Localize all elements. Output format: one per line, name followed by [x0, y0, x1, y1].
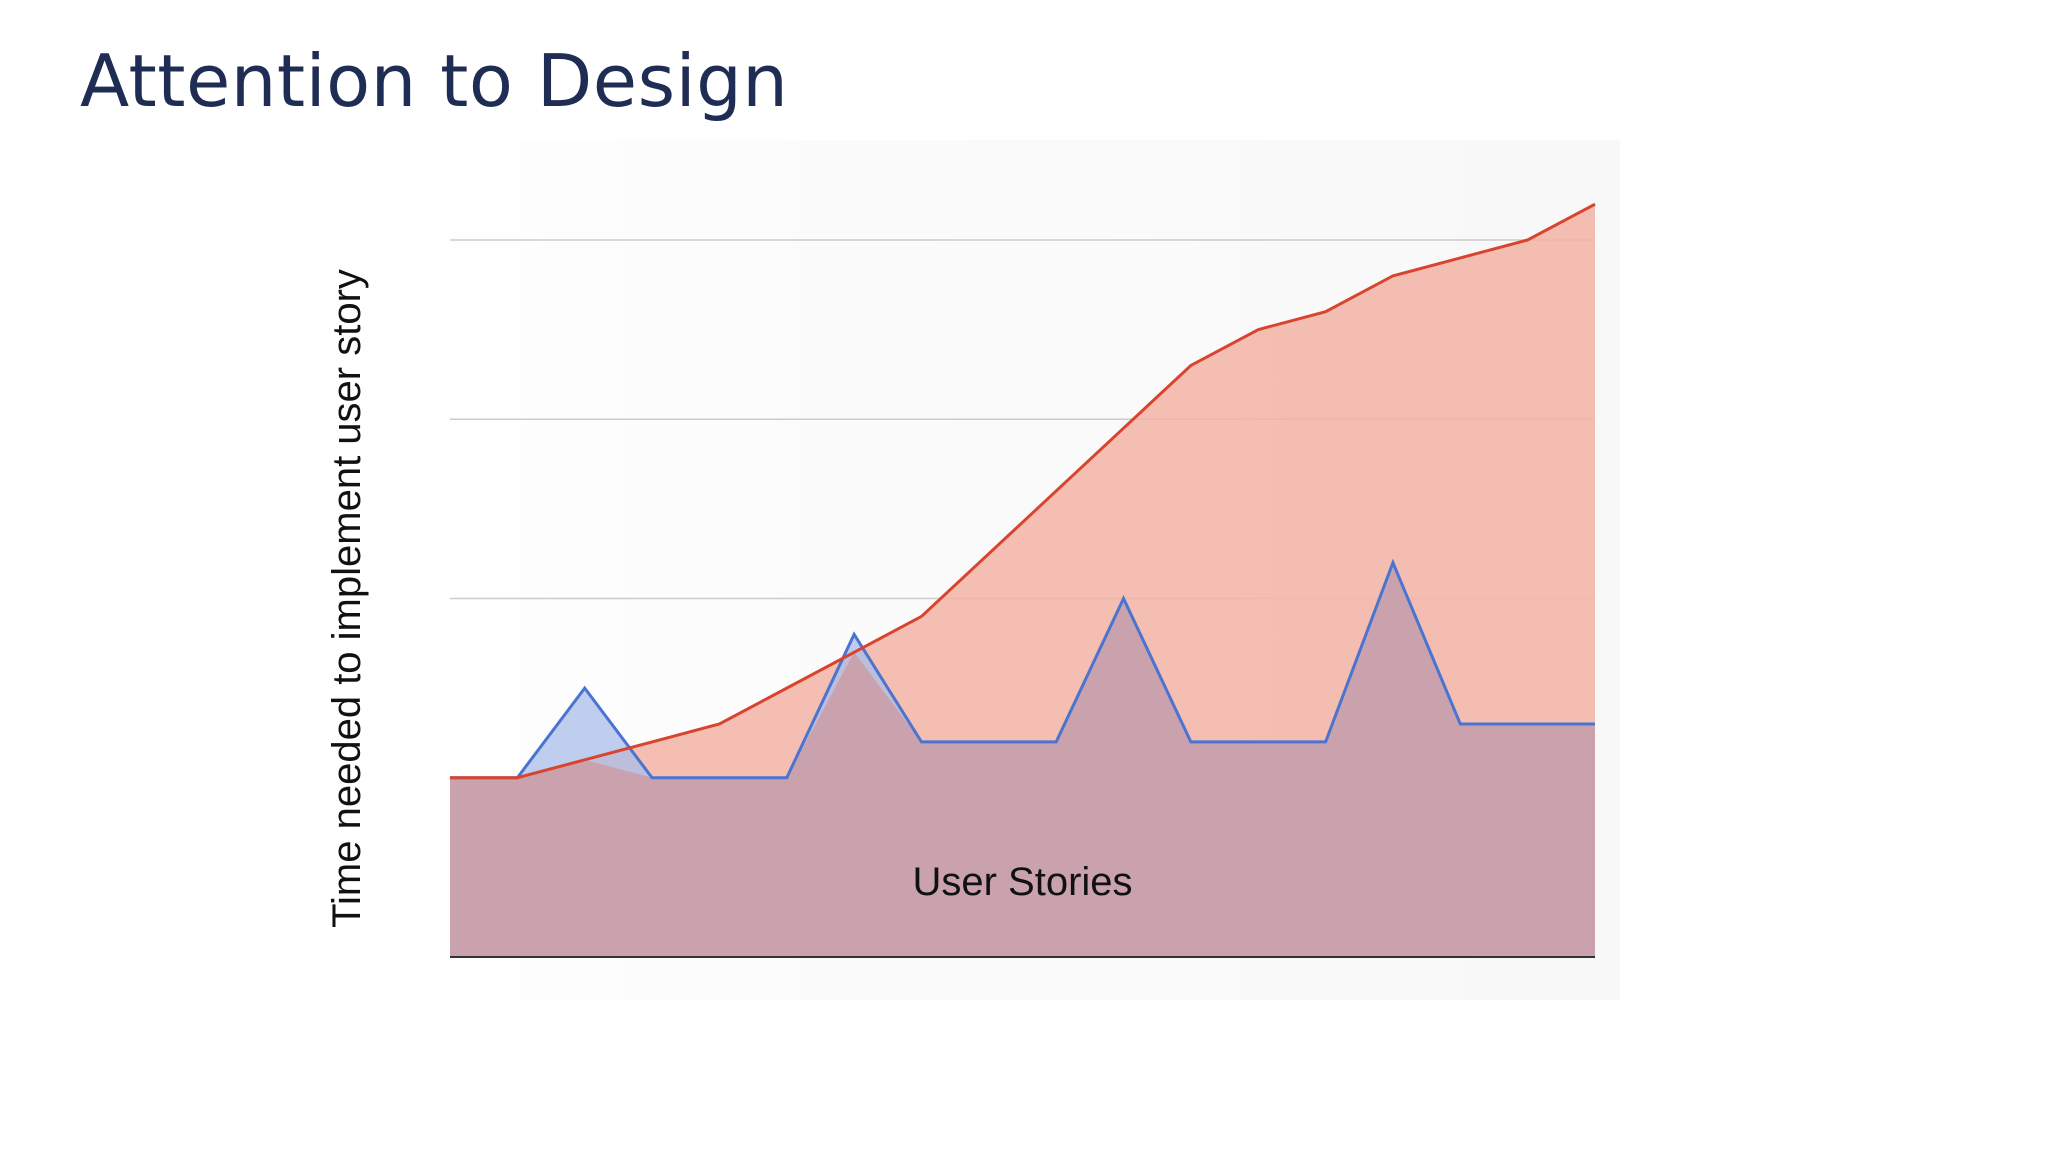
series-areas	[450, 204, 1595, 957]
x-axis-label: User Stories	[912, 860, 1132, 904]
area-chart: no designgood design User Stories Time n…	[325, 202, 1596, 958]
line-good-design	[450, 558, 1595, 780]
chart-panel: no designgood design User Stories Time n…	[320, 140, 1620, 1000]
slide-title: Attention to Design	[80, 39, 789, 123]
area-overlap	[450, 562, 1595, 957]
line-no-design	[450, 202, 1596, 780]
series-lines	[450, 202, 1596, 780]
y-axis-label: Time needed to implement user story	[325, 269, 369, 928]
